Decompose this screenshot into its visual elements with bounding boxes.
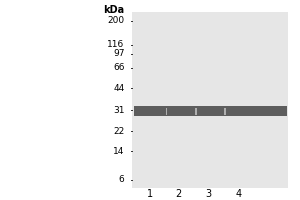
Text: 97: 97	[113, 49, 124, 58]
Text: 31: 31	[113, 106, 124, 115]
Bar	[195, 108, 196, 115]
Text: 44: 44	[113, 84, 124, 93]
Text: kDa: kDa	[103, 5, 124, 15]
Text: 116: 116	[107, 40, 124, 49]
Bar	[224, 108, 226, 115]
Text: 3: 3	[206, 189, 212, 199]
Text: 200: 200	[107, 16, 124, 25]
Text: 2: 2	[176, 189, 182, 199]
Text: 4: 4	[236, 189, 242, 199]
Text: 14: 14	[113, 147, 124, 156]
Text: 22: 22	[113, 127, 124, 136]
Text: 1: 1	[147, 189, 153, 199]
Bar	[132, 12, 288, 188]
Text: 6: 6	[119, 175, 124, 184]
Text: 66: 66	[113, 63, 124, 72]
Bar	[134, 106, 286, 116]
Bar	[166, 108, 167, 115]
